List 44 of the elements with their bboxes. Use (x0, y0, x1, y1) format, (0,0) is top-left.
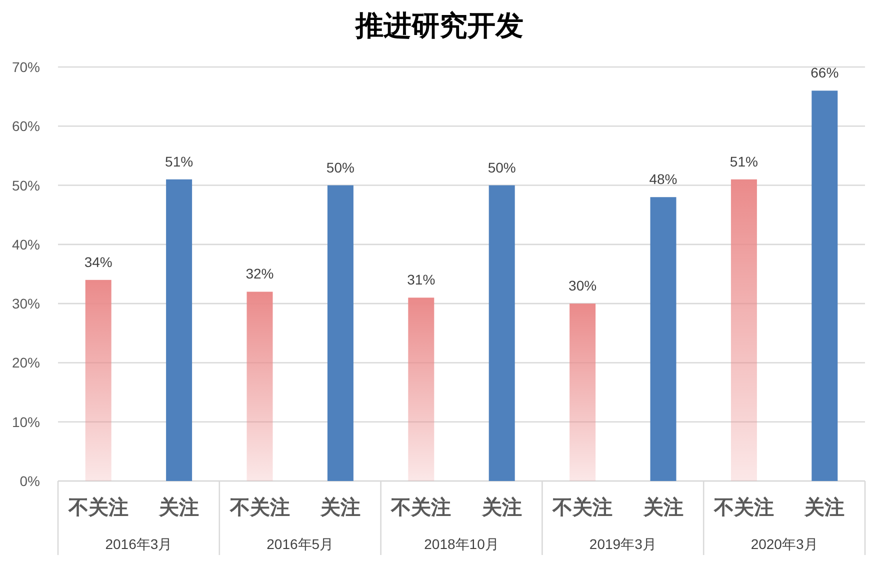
y-tick-label: 0% (20, 473, 40, 489)
series-label: 不关注 (67, 496, 128, 519)
bar (570, 304, 596, 481)
y-tick-label: 40% (12, 236, 40, 252)
data-label: 32% (246, 266, 274, 282)
text: 不关注 (230, 497, 290, 519)
text: 关注 (482, 497, 522, 519)
x-tick-label: 2019年3月 (589, 536, 656, 552)
bar (488, 185, 515, 481)
y-tick-label: 10% (12, 414, 40, 430)
text: 关注 (643, 497, 684, 519)
x-tick-label: 2016年5月 (266, 536, 334, 552)
bar (650, 197, 676, 481)
y-tick-label: 30% (12, 296, 40, 312)
data-label: 51% (730, 153, 758, 170)
data-label: 31% (407, 272, 436, 288)
y-tick-label: 20% (12, 354, 40, 371)
bar (166, 179, 192, 481)
bar (327, 185, 354, 481)
y-tick-label: 70% (12, 59, 40, 75)
bar (812, 90, 838, 481)
bar (85, 280, 112, 481)
data-label: 66% (810, 64, 839, 81)
y-tick-label: 60% (12, 118, 40, 134)
bar (730, 179, 757, 481)
data-label: 50% (326, 159, 354, 176)
text: 关注 (804, 497, 845, 519)
bar (246, 292, 273, 481)
series-label: 关注 (158, 496, 200, 519)
data-label: 50% (488, 159, 516, 176)
text: 不关注 (391, 497, 452, 519)
x-tick-label: 2016年3月 (105, 536, 172, 552)
data-label: 51% (165, 153, 194, 170)
text: 不关注 (714, 497, 774, 519)
data-label: 48% (649, 171, 678, 188)
x-tick-label: 2018年10月 (424, 536, 499, 552)
data-label: 30% (568, 278, 597, 294)
data-label: 34% (84, 254, 112, 270)
text: 不关注 (552, 497, 613, 519)
bar (408, 298, 434, 481)
text: 关注 (320, 497, 360, 519)
chart-title: 推进研究开发 (354, 10, 524, 41)
y-tick-label: 50% (12, 177, 40, 194)
x-tick-label: 2020年3月 (750, 536, 818, 552)
